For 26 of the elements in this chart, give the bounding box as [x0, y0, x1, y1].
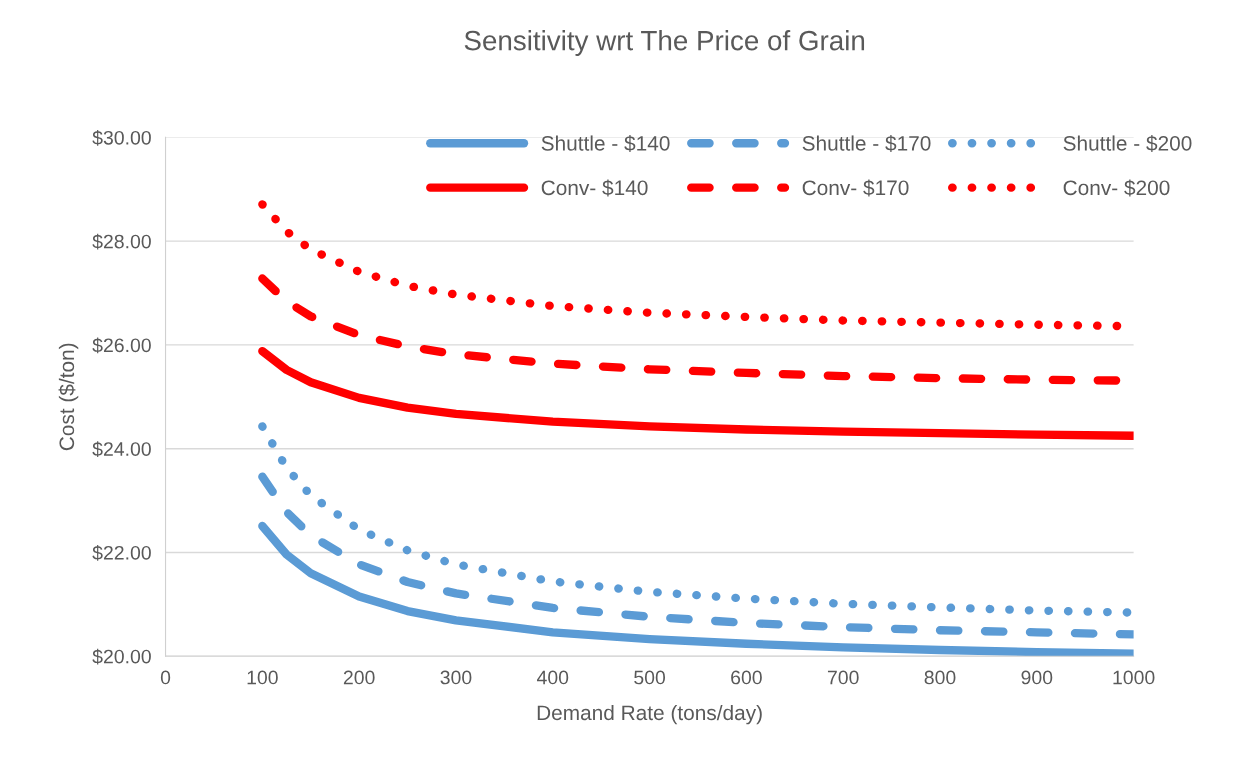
x-tick-label: 200: [343, 670, 375, 685]
legend-label: Conv- $170: [802, 179, 909, 197]
x-tick-label: 600: [731, 670, 762, 685]
chart-title: Sensitivity wrt The Price of Grain: [464, 30, 865, 56]
x-tick-label: 500: [634, 670, 666, 685]
legend-label: Conv- $200: [1063, 179, 1170, 197]
x-tick-label: 300: [440, 670, 472, 685]
x-tick-label: 700: [827, 670, 859, 685]
x-tick-label: 900: [1021, 670, 1053, 685]
legend-label: Shuttle - $200: [1063, 135, 1192, 152]
legend-label: Shuttle - $170: [802, 135, 931, 152]
y-tick-label: $28.00: [92, 233, 151, 250]
x-tick-label: 1000: [1113, 670, 1155, 685]
y-tick-label: $20.00: [92, 648, 151, 665]
y-tick-label: $26.00: [92, 337, 151, 354]
x-axis-title: Demand Rate (tons/day): [537, 704, 762, 725]
legend-label: Shuttle - $140: [541, 135, 670, 152]
x-tick-label: 0: [160, 670, 171, 685]
y-tick-label: $24.00: [92, 441, 151, 458]
y-axis-title: Cost ($/ton): [58, 343, 79, 451]
legend-label: Conv- $140: [541, 179, 648, 197]
y-tick-label: $22.00: [92, 545, 151, 561]
y-tick-label: $30.00: [92, 130, 151, 146]
x-tick-label: 100: [247, 670, 278, 685]
x-tick-label: 400: [536, 670, 569, 685]
x-tick-label: 800: [924, 670, 956, 685]
